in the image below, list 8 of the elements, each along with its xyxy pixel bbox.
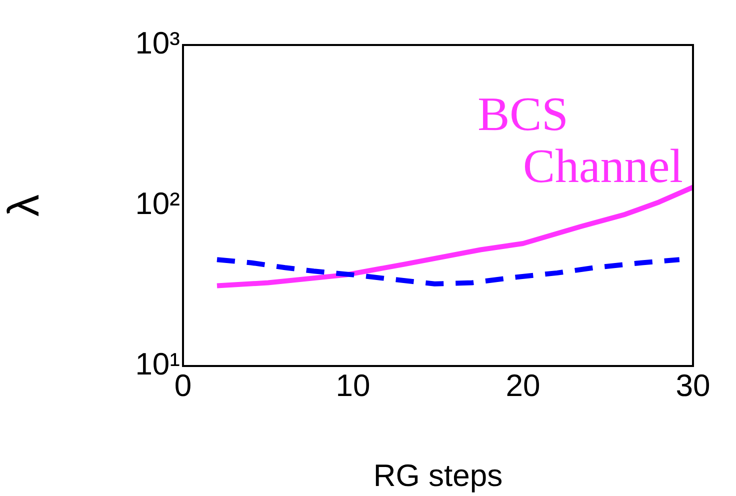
series-label: BCS Channel — [478, 88, 683, 194]
x-tick-label: 30 — [676, 368, 710, 404]
y-tick-label: 10² — [135, 186, 180, 222]
x-axis-title: RG steps — [373, 458, 503, 493]
y-tick-label: 10³ — [135, 26, 180, 61]
y-axis-title: λ — [0, 194, 49, 216]
x-tick-label: 20 — [506, 368, 540, 404]
x-tick-label: 10 — [336, 368, 370, 404]
